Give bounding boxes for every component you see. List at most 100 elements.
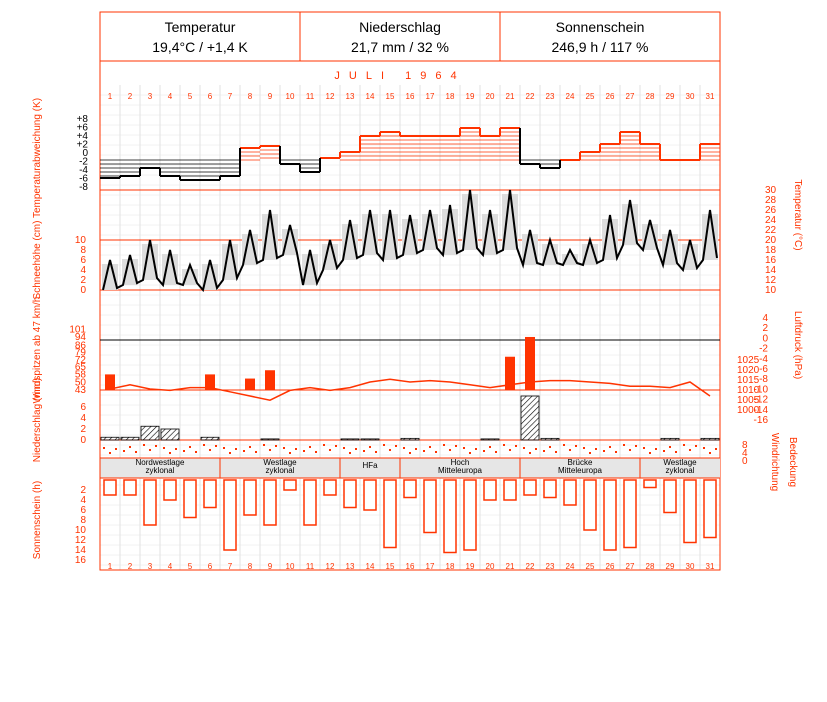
wind-direction-mark — [369, 446, 371, 448]
precip-bar — [480, 438, 500, 441]
day-label-top: 21 — [506, 92, 515, 101]
sunshine-bar — [183, 479, 197, 519]
day-label-bottom: 24 — [566, 562, 575, 571]
precip-bar — [100, 436, 120, 441]
wind-direction-mark — [709, 452, 711, 454]
temp-range-band — [442, 209, 458, 255]
wind-direction-mark — [495, 451, 497, 453]
sunshine-bar — [523, 479, 537, 496]
day-label-top: 10 — [286, 92, 295, 101]
day-label-top: 15 — [386, 92, 395, 101]
weather-type-label: Mitteleuropa — [438, 466, 483, 475]
day-label-top: 29 — [666, 92, 675, 101]
wind-direction-mark — [123, 450, 125, 452]
axis-label: Temperatur (°C) — [792, 179, 803, 250]
wind-direction-mark — [115, 448, 117, 450]
wind-direction-mark — [449, 449, 451, 451]
precip-bar — [160, 428, 180, 441]
sunshine-bar — [703, 479, 717, 539]
day-label-top: 16 — [406, 92, 415, 101]
weather-type-label: Nordwestlage — [136, 458, 185, 467]
axis-label: Windrichtung — [769, 433, 780, 491]
temp-range-band — [322, 244, 338, 270]
day-label-bottom: 26 — [606, 562, 615, 571]
day-label-top: 23 — [546, 92, 555, 101]
tick-label: 18 — [765, 245, 777, 256]
wind-direction-mark — [575, 445, 577, 447]
wind-direction-mark — [415, 448, 417, 450]
temp-range-band — [402, 219, 418, 255]
weather-type-label: Hoch — [451, 458, 470, 467]
weather-type-label: zyklonal — [146, 466, 175, 475]
wind-direction-mark — [663, 450, 665, 452]
day-label-bottom: 10 — [286, 562, 295, 571]
wind-direction-mark — [649, 452, 651, 454]
wind-direction-mark — [583, 447, 585, 449]
wind-direction-mark — [275, 445, 277, 447]
temp-range-band — [522, 234, 538, 265]
weather-type-label: zyklonal — [666, 466, 695, 475]
wind-direction-mark — [655, 448, 657, 450]
precip-bar — [700, 437, 720, 441]
tick-label: 1020 — [737, 365, 760, 376]
day-label-top: 14 — [366, 92, 375, 101]
tick-label: -4 — [759, 354, 768, 365]
day-label-top: 22 — [526, 92, 535, 101]
tick-label: 10 — [75, 525, 87, 536]
tick-label: 30 — [765, 185, 777, 196]
day-label-top: 13 — [346, 92, 355, 101]
sunshine-bar — [363, 479, 377, 511]
wind-direction-mark — [149, 449, 151, 451]
tick-label: -10 — [754, 384, 769, 395]
precip-bar — [200, 436, 220, 441]
sunshine-bar — [123, 479, 137, 496]
day-label-bottom: 1 — [108, 562, 113, 571]
temp-range-band — [242, 234, 258, 265]
wind-direction-mark — [303, 450, 305, 452]
day-label-bottom: 13 — [346, 562, 355, 571]
day-label-bottom: 29 — [666, 562, 675, 571]
tick-label: 4 — [80, 265, 86, 276]
wind-direction-mark — [263, 444, 265, 446]
sunshine-bar — [443, 479, 457, 554]
sunshine-bar — [543, 479, 557, 499]
sunshine-bar — [423, 479, 437, 534]
tick-label: 0 — [80, 435, 86, 446]
temperature-line — [102, 189, 718, 293]
wind-bar — [205, 374, 215, 390]
wind-direction-mark — [355, 448, 357, 450]
day-label-bottom: 8 — [248, 562, 253, 571]
wind-direction-mark — [489, 446, 491, 448]
wind-direction-mark — [483, 450, 485, 452]
day-label-bottom: 6 — [208, 562, 213, 571]
axis-label: Sonnenschein (h) — [32, 481, 43, 559]
day-label-top: 11 — [306, 92, 315, 101]
tick-label: 4 — [742, 448, 748, 459]
day-label-top: 20 — [486, 92, 495, 101]
precip-bar — [360, 438, 380, 441]
tick-label: 58 — [75, 369, 87, 380]
wind-direction-mark — [669, 446, 671, 448]
sunshine-bar — [463, 479, 477, 551]
day-label-bottom: 5 — [188, 562, 193, 571]
wind-direction-mark — [295, 448, 297, 450]
header-value: 21,7 mm / 32 % — [351, 39, 449, 55]
axis-label: Schneehöhe (cm) — [32, 221, 43, 300]
wind-direction-mark — [169, 452, 171, 454]
wind-direction-mark — [103, 447, 105, 449]
tick-label: +4 — [77, 131, 89, 142]
wind-direction-mark — [689, 449, 691, 451]
temp-range-band — [542, 244, 558, 265]
day-label-bottom: 15 — [386, 562, 395, 571]
temp-range-band — [342, 224, 358, 260]
wind-direction-mark — [343, 447, 345, 449]
tick-label: 0 — [82, 148, 88, 159]
day-label-top: 8 — [248, 92, 253, 101]
wind-direction-mark — [675, 451, 677, 453]
precip-bar — [400, 437, 420, 441]
day-label-top: 27 — [626, 92, 635, 101]
day-label-top: 28 — [646, 92, 655, 101]
tick-label: 101 — [69, 325, 86, 336]
tick-label: 79 — [75, 348, 87, 359]
